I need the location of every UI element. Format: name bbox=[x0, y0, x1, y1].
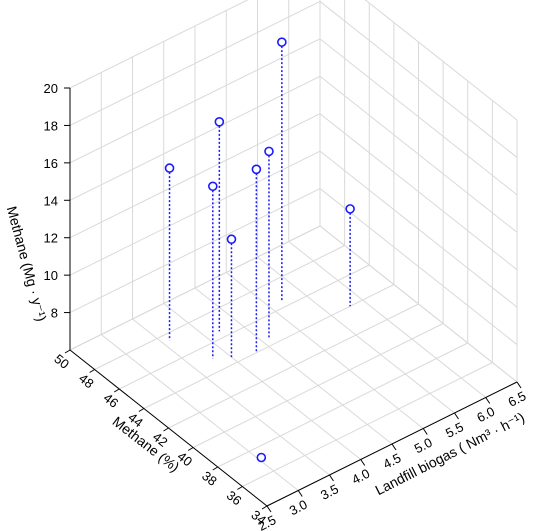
back-wall-grid-line bbox=[69, 188, 321, 314]
side-wall-grid-line bbox=[364, 0, 518, 121]
back-wall-grid-line bbox=[69, 0, 321, 126]
floor-grid-line bbox=[119, 264, 370, 390]
x-tick-label: 6.0 bbox=[474, 404, 497, 426]
y-tick bbox=[261, 505, 268, 510]
x-tick-label: 5.5 bbox=[443, 419, 466, 441]
floor-grid-line bbox=[192, 323, 444, 448]
y-tick bbox=[89, 369, 95, 373]
x-tick-label: 3.0 bbox=[287, 497, 310, 519]
floor-grid-line bbox=[242, 362, 493, 487]
z-tick-label: 12 bbox=[44, 231, 58, 246]
data-point bbox=[256, 452, 267, 463]
x-tick-label: 2.5 bbox=[255, 512, 278, 531]
grid bbox=[69, 0, 518, 507]
z-tick-label: 8 bbox=[51, 306, 58, 321]
side-wall-grid-line bbox=[319, 1, 518, 158]
side-wall-grid-line bbox=[319, 38, 518, 196]
x-tick bbox=[329, 474, 334, 482]
x-tick bbox=[297, 490, 303, 497]
side-wall-grid-line bbox=[319, 113, 518, 271]
z-tick-label: 10 bbox=[44, 268, 58, 283]
x-tick bbox=[391, 443, 397, 451]
x-tick bbox=[266, 505, 272, 513]
data-point bbox=[164, 163, 175, 173]
back-wall-grid-line bbox=[69, 225, 321, 351]
x-tick-label: 5.0 bbox=[412, 435, 435, 457]
z-tick-label: 18 bbox=[44, 118, 58, 133]
x-tick-label: 3.5 bbox=[318, 481, 341, 503]
x-tick-label: 4.5 bbox=[380, 450, 403, 472]
tick-labels: 2.53.03.54.04.55.05.56.06.53436384042444… bbox=[44, 81, 529, 531]
y-tick-label: 50 bbox=[51, 351, 72, 372]
data-point bbox=[264, 146, 274, 157]
floor-grid-line bbox=[143, 284, 395, 409]
side-wall-grid-line bbox=[319, 75, 518, 233]
floor-grid-line bbox=[217, 342, 468, 468]
z-tick-label: 16 bbox=[44, 156, 58, 171]
z-tick-label: 20 bbox=[44, 81, 58, 96]
y-tick-label: 46 bbox=[101, 390, 122, 411]
y-tick bbox=[237, 486, 243, 490]
back-wall-grid-line bbox=[69, 75, 321, 201]
y-tick bbox=[163, 427, 169, 432]
x-tick bbox=[360, 459, 366, 466]
x-tick-label: 4.0 bbox=[349, 466, 372, 488]
x-tick bbox=[454, 412, 459, 420]
data-point bbox=[345, 204, 355, 214]
y-tick-label: 36 bbox=[224, 488, 245, 509]
floor-grid-line bbox=[168, 303, 419, 429]
data-point bbox=[251, 164, 262, 175]
side-wall-grid-line bbox=[319, 150, 518, 308]
axes bbox=[64, 87, 522, 513]
x-tick bbox=[422, 428, 428, 435]
data-points bbox=[164, 37, 355, 463]
side-wall-grid-line bbox=[319, 188, 518, 345]
y-tick bbox=[64, 349, 71, 354]
x-tick-label: 6.5 bbox=[505, 388, 528, 410]
y-tick-label: 48 bbox=[76, 371, 97, 392]
y-tick bbox=[212, 466, 219, 471]
z-tick-label: 14 bbox=[44, 193, 58, 208]
data-point bbox=[208, 181, 218, 192]
x-tick bbox=[485, 397, 491, 404]
y-tick bbox=[113, 388, 120, 393]
axis-titles: Methane (Mg · y⁻¹) Methane (%) Landfill … bbox=[4, 204, 527, 498]
data-point bbox=[214, 117, 225, 127]
back-wall-grid-line bbox=[69, 38, 321, 164]
y-tick bbox=[138, 408, 145, 412]
side-wall-grid-line bbox=[319, 225, 518, 383]
data-point bbox=[277, 37, 287, 47]
x-tick bbox=[516, 381, 522, 389]
y-tick bbox=[187, 447, 194, 451]
data-point bbox=[226, 234, 237, 245]
y-axis-label: Methane (%) bbox=[110, 413, 183, 475]
y-tick-label: 38 bbox=[199, 468, 220, 489]
z-axis-label: Methane (Mg · y⁻¹) bbox=[4, 204, 50, 323]
back-wall-grid-line bbox=[69, 113, 321, 239]
back-wall-grid-line bbox=[69, 0, 249, 89]
back-wall-grid-line bbox=[69, 150, 321, 276]
